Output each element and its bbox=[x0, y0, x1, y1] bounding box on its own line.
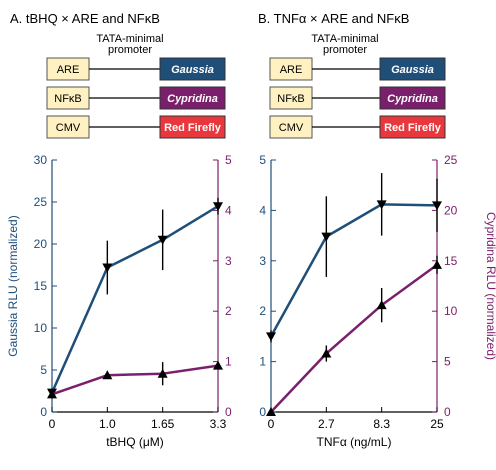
x-tick-label: 3.3 bbox=[210, 417, 227, 431]
right-y-tick-label: 0 bbox=[444, 405, 451, 419]
right-y-tick-label: 25 bbox=[444, 153, 458, 167]
panel-a-promoter-label-2: promoter bbox=[108, 44, 152, 56]
data-point-marker bbox=[432, 201, 442, 211]
x-tick-label: 1.65 bbox=[151, 417, 175, 431]
data-point-marker bbox=[321, 348, 332, 358]
construct-promoter-label: NFκB bbox=[277, 93, 305, 105]
right-y-tick-label: 2 bbox=[225, 304, 232, 318]
left-y-tick-label: 0 bbox=[40, 405, 47, 419]
construct-promoter-label: CMV bbox=[56, 122, 81, 134]
series-line-1 bbox=[270, 263, 438, 413]
data-point-marker bbox=[266, 332, 276, 342]
right-y-tick-label: 5 bbox=[444, 355, 451, 369]
right-y-axis-label: Cypridina RLU (normalized) bbox=[484, 212, 496, 360]
construct-promoter-label: NFκB bbox=[54, 93, 82, 105]
construct-reporter-label: Red Firefly bbox=[384, 122, 442, 134]
left-y-tick-label: 20 bbox=[34, 237, 48, 251]
construct-promoter-label: ARE bbox=[57, 64, 80, 76]
construct-reporter-label: Gaussia bbox=[171, 64, 214, 76]
right-y-tick-label: 3 bbox=[225, 254, 232, 268]
data-point-marker bbox=[102, 263, 113, 273]
right-y-tick-label: 10 bbox=[444, 304, 458, 318]
panel-b-promoter-label-1: TATA-minimal bbox=[311, 33, 378, 45]
construct-reporter-box bbox=[159, 86, 226, 110]
right-y-tick-label: 1 bbox=[225, 355, 232, 369]
x-axis-label: tBHQ (μM) bbox=[106, 435, 164, 449]
x-tick-label: 8.3 bbox=[373, 417, 390, 431]
x-axis-label: TNFα (ng/mL) bbox=[317, 435, 392, 449]
x-tick-label: 0 bbox=[268, 417, 275, 431]
left-y-tick-label: 10 bbox=[34, 321, 48, 335]
left-y-tick-label: 15 bbox=[34, 279, 48, 293]
left-y-tick-label: 5 bbox=[40, 363, 47, 377]
panel-a-title: A. tBHQ × ARE and NFκB bbox=[10, 11, 160, 26]
left-y-tick-label: 5 bbox=[259, 153, 266, 167]
construct-diagrams: ARE Gaussia NFκB Cypridina CMV Red Firefly ARE… bbox=[46, 57, 446, 139]
data-point-marker bbox=[376, 300, 387, 310]
data-point-marker bbox=[157, 368, 168, 378]
panel-a-promoter-label-1: TATA-minimal bbox=[96, 33, 163, 45]
construct-promoter-label: ARE bbox=[280, 64, 303, 76]
panel-b-promoter-label-2: promoter bbox=[323, 44, 367, 56]
series-line-0 bbox=[50, 205, 219, 394]
data-point-marker bbox=[47, 389, 57, 399]
right-y-tick-label: 15 bbox=[444, 254, 458, 268]
data-point-marker bbox=[321, 232, 332, 242]
data-point-marker bbox=[213, 360, 223, 370]
construct-reporter-label: Cypridina bbox=[387, 93, 438, 105]
right-y-tick-label: 5 bbox=[225, 153, 232, 167]
left-y-tick-label: 25 bbox=[34, 195, 48, 209]
right-y-tick-label: 20 bbox=[444, 203, 458, 217]
x-tick-label: 2.7 bbox=[318, 417, 335, 431]
construct-promoter-label: CMV bbox=[279, 122, 304, 134]
data-point-marker bbox=[432, 259, 442, 269]
left-y-axis-label: Gaussia RLU (normalized) bbox=[6, 215, 20, 356]
series-line-0 bbox=[269, 203, 438, 338]
construct-reporter-box bbox=[159, 57, 226, 81]
construct-reporter-box bbox=[379, 57, 446, 81]
construct-reporter-label: Gaussia bbox=[391, 64, 434, 76]
x-tick-label: 25 bbox=[430, 417, 444, 431]
data-point-marker bbox=[376, 200, 387, 210]
left-y-tick-label: 0 bbox=[259, 405, 266, 419]
chart-a: 0 5 10 15 20 25 30 0 1 2 3 4 5 0 1.0 1.65 3.3 tBHQ (μM) Ga… bbox=[6, 153, 232, 449]
left-y-tick-label: 1 bbox=[259, 355, 266, 369]
left-y-tick-label: 3 bbox=[259, 254, 266, 268]
left-y-tick-label: 30 bbox=[34, 153, 48, 167]
construct-reporter-label: Cypridina bbox=[167, 93, 218, 105]
x-tick-label: 0 bbox=[49, 417, 56, 431]
right-y-tick-label: 4 bbox=[225, 203, 232, 217]
data-point-marker bbox=[213, 202, 223, 212]
construct-reporter-label: Red Firefly bbox=[164, 122, 222, 134]
construct-reporter-box bbox=[379, 86, 446, 110]
panel-b-title: B. TNFα × ARE and NFκB bbox=[258, 11, 409, 26]
data-point-marker bbox=[157, 235, 168, 245]
x-tick-label: 1.0 bbox=[99, 417, 116, 431]
series-line-1 bbox=[51, 364, 219, 396]
construct-reporter-box bbox=[159, 115, 226, 139]
construct-reporter-box bbox=[379, 115, 446, 139]
data-point-marker bbox=[102, 370, 113, 380]
left-y-tick-label: 4 bbox=[259, 203, 266, 217]
left-y-tick-label: 2 bbox=[259, 304, 266, 318]
data-point-marker bbox=[266, 407, 276, 416]
right-y-tick-label: 0 bbox=[225, 405, 232, 419]
